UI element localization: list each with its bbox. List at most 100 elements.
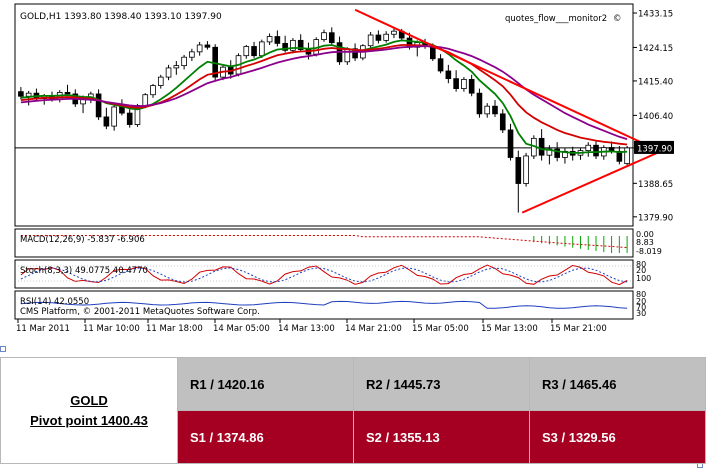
candle-body bbox=[111, 106, 117, 127]
candle bbox=[321, 29, 327, 42]
r2-cell: R2 / 1445.73 bbox=[353, 357, 530, 411]
x-tick-label: 14 Mar 05:00 bbox=[213, 324, 270, 334]
watermark-top: quotes_flow___monitor2 bbox=[505, 14, 607, 24]
candle-body bbox=[297, 39, 304, 50]
rsi-line bbox=[20, 300, 628, 309]
rsi-tick-2: 70 bbox=[636, 303, 646, 312]
candle-body bbox=[181, 56, 187, 67]
candle-body bbox=[484, 105, 491, 115]
candle bbox=[538, 129, 545, 161]
stoch-signal-line bbox=[20, 267, 628, 283]
candle bbox=[251, 41, 257, 58]
candle-body bbox=[391, 30, 397, 35]
x-tick-label: 14 Mar 13:00 bbox=[278, 324, 335, 334]
candle-body bbox=[453, 78, 459, 89]
candle bbox=[111, 104, 117, 131]
candle bbox=[204, 41, 211, 50]
candle-body bbox=[173, 65, 180, 69]
symbol-name: GOLD bbox=[70, 392, 108, 408]
platform-label: CMS Platform, © 2001-2011 MetaQuotes Sof… bbox=[20, 307, 260, 317]
x-tick-label: 14 Mar 21:00 bbox=[345, 324, 402, 334]
rsi-tick-3: 30 bbox=[636, 309, 646, 318]
ma-mid-line bbox=[20, 44, 628, 146]
macd-tick-0: 0.00 bbox=[636, 230, 654, 239]
candle-body bbox=[165, 67, 172, 78]
y-tick-label: 1415.40 bbox=[638, 77, 673, 87]
macd-tick-1: 8.83 bbox=[636, 238, 654, 247]
x-tick-label: 15 Mar 21:00 bbox=[550, 324, 607, 334]
candle bbox=[375, 30, 382, 44]
candle-body bbox=[204, 44, 211, 48]
candle bbox=[126, 106, 133, 128]
y-tick-label: 1406.40 bbox=[638, 112, 673, 122]
candle bbox=[189, 48, 195, 62]
candle-body bbox=[461, 79, 467, 89]
candle-body bbox=[593, 144, 599, 157]
stoch-tick-1: 20 bbox=[636, 266, 646, 275]
candle-body bbox=[259, 41, 265, 57]
trendline bbox=[521, 150, 662, 214]
candle-body bbox=[499, 113, 506, 131]
stoch-main-line bbox=[20, 264, 628, 286]
candle bbox=[593, 141, 599, 160]
pivot-table: GOLD Pivot point 1400.43 R1 / 1420.16 R2… bbox=[0, 357, 706, 464]
candle-body bbox=[64, 92, 71, 95]
candle bbox=[445, 64, 452, 84]
y-tick-label: 1433.15 bbox=[638, 9, 673, 19]
candle bbox=[282, 35, 288, 53]
price-chart: 1433.15 1424.15 1415.40 1406.40 1397.90 1388.… bbox=[14, 3, 674, 334]
candle-body bbox=[150, 85, 156, 96]
candle bbox=[383, 31, 389, 43]
y-tick-label: 1379.90 bbox=[638, 213, 673, 223]
candle-body bbox=[437, 58, 444, 72]
candle bbox=[523, 152, 529, 187]
stoch-tick-2: 100 bbox=[636, 274, 651, 283]
candle-body bbox=[282, 43, 288, 51]
candle-body bbox=[624, 147, 630, 165]
candle bbox=[585, 142, 592, 157]
candle-body bbox=[95, 93, 102, 118]
candle-body bbox=[119, 106, 125, 114]
current-price-label: 1397.90 bbox=[637, 144, 672, 154]
candle bbox=[95, 89, 102, 120]
candle bbox=[64, 84, 71, 96]
symbol-header: GOLD,H1 1393.80 1398.40 1393.10 1397.90 bbox=[20, 12, 222, 22]
copyright-sign: © bbox=[613, 14, 622, 24]
support-row: S1 / 1374.86 S2 / 1355.13 S3 / 1329.56 bbox=[1, 410, 706, 464]
candle bbox=[165, 64, 172, 81]
current-price-box bbox=[634, 140, 674, 154]
macd-label: MACD(12,26,9) -5.837 -6.906 bbox=[20, 235, 145, 245]
y-tick-label: 1424.15 bbox=[638, 44, 673, 54]
candle-body bbox=[367, 34, 374, 47]
trendline bbox=[354, 8, 662, 153]
candle-body bbox=[585, 144, 592, 151]
candle-body bbox=[266, 36, 273, 43]
s3-cell: S3 / 1329.56 bbox=[529, 410, 706, 464]
selection-handle bbox=[0, 346, 6, 352]
stoch-tick-0: 80 bbox=[636, 260, 646, 269]
candle-body bbox=[538, 137, 545, 156]
candle-body bbox=[507, 129, 514, 158]
rsi-label: RSI(14) 42.0550 bbox=[20, 297, 89, 307]
candle-body bbox=[328, 32, 335, 44]
candle-body bbox=[25, 92, 32, 97]
candle bbox=[484, 103, 491, 118]
candle-body bbox=[321, 32, 327, 40]
candle bbox=[274, 30, 281, 47]
candle bbox=[103, 107, 110, 130]
candle-body bbox=[492, 105, 498, 115]
candle bbox=[196, 41, 203, 56]
r1-cell: R1 / 1420.16 bbox=[177, 357, 354, 411]
candle bbox=[391, 28, 397, 39]
candle bbox=[461, 77, 467, 92]
candle-body bbox=[445, 70, 452, 80]
candle-body bbox=[352, 48, 358, 59]
candle-body bbox=[523, 155, 529, 184]
x-tick-label: 11 Mar 18:00 bbox=[146, 324, 203, 334]
candle-body bbox=[243, 46, 250, 57]
s1-cell: S1 / 1374.86 bbox=[177, 410, 354, 464]
chart-svg: 1433.15 1424.15 1415.40 1406.40 1397.90 1388.… bbox=[14, 3, 674, 334]
s2-cell: S2 / 1355.13 bbox=[353, 410, 530, 464]
candle bbox=[492, 100, 498, 117]
candle bbox=[157, 74, 164, 89]
